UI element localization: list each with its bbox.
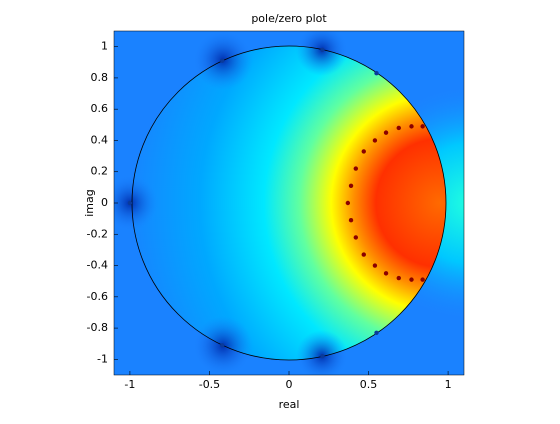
zero <box>374 330 379 335</box>
heatmap <box>114 31 464 375</box>
pole <box>396 275 401 281</box>
pole <box>353 235 359 240</box>
y-axis-label: imag <box>83 189 96 217</box>
y-tick-label: -0.4 <box>87 259 108 272</box>
pole <box>383 271 389 276</box>
x-tick-label: 1 <box>445 378 452 391</box>
chart-title: pole/zero plot <box>251 12 327 25</box>
x-tick-label: -1 <box>124 378 135 391</box>
pole <box>409 124 414 129</box>
zero <box>219 343 225 348</box>
pole <box>409 277 414 282</box>
x-axis-label: real <box>279 398 300 411</box>
y-tick-label: 0.8 <box>91 71 109 84</box>
pole <box>348 183 354 188</box>
pole <box>420 124 425 129</box>
zero <box>374 71 379 76</box>
y-tick-label: -1 <box>97 352 108 365</box>
y-tick-label: 1 <box>101 40 108 53</box>
pole <box>361 252 366 257</box>
pole <box>396 125 401 131</box>
y-tick-label: 0.2 <box>91 165 109 178</box>
y-tick-label: -0.2 <box>87 227 108 240</box>
pole <box>353 166 359 171</box>
y-tick-label: -0.6 <box>87 290 108 303</box>
pole <box>383 130 389 135</box>
pole <box>420 277 425 282</box>
y-tick-label: 0.6 <box>91 102 109 115</box>
pole <box>361 149 366 154</box>
zero <box>219 58 225 63</box>
y-tick-label: 0 <box>101 196 108 209</box>
zero <box>320 47 325 52</box>
x-tick-label: -0.5 <box>199 378 220 391</box>
y-tick-label: 0.4 <box>91 133 109 146</box>
pole <box>372 138 378 143</box>
x-tick-label: 0.5 <box>360 378 378 391</box>
y-tick-label: -0.8 <box>87 321 108 334</box>
zero <box>127 200 133 206</box>
x-tick-label: 0 <box>286 378 293 391</box>
pole <box>345 200 351 206</box>
pole <box>348 218 354 223</box>
pole <box>372 263 378 268</box>
zero <box>320 354 325 359</box>
